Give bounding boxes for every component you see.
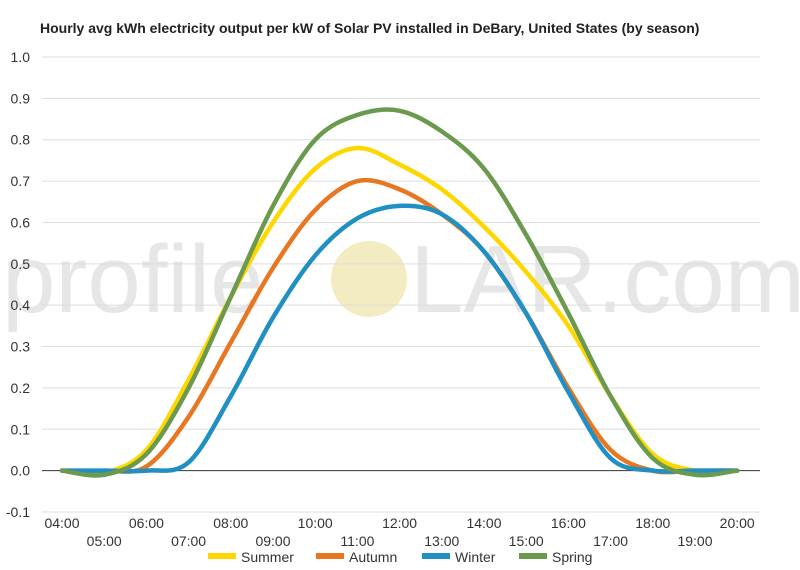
watermark: profile LAR.com — [2, 226, 800, 333]
x-tick-label: 19:00 — [677, 533, 712, 549]
y-tick-label: 1.0 — [11, 49, 31, 65]
x-tick-label: 06:00 — [129, 515, 164, 531]
y-axis: -0.1 0.0 0.1 0.2 0.3 0.4 0.5 0.6 0.7 0.8 0.9 1.0 — [6, 49, 30, 520]
x-axis: 04:00 05:00 06:00 07:00 08:00 09:00 10:00 11:00… — [44, 515, 754, 549]
x-tick-label: 13:00 — [424, 533, 459, 549]
y-tick-label: 0.9 — [11, 90, 31, 106]
y-tick-label: 0.1 — [11, 421, 31, 437]
legend-label-autumn[interactable]: Autumn — [349, 549, 397, 565]
y-tick-label: 0.2 — [11, 380, 31, 396]
x-tick-label: 15:00 — [509, 533, 544, 549]
x-tick-label: 09:00 — [255, 533, 290, 549]
x-tick-label: 14:00 — [466, 515, 501, 531]
x-tick-label: 10:00 — [298, 515, 333, 531]
series-lines — [59, 107, 740, 478]
legend-swatch-winter[interactable] — [422, 553, 450, 559]
x-tick-label: 05:00 — [87, 533, 122, 549]
y-tick-label: -0.1 — [6, 504, 30, 520]
watermark-text-right: LAR.com — [410, 226, 800, 333]
watermark-sun-icon — [331, 241, 407, 317]
y-tick-label: 0.7 — [11, 173, 31, 189]
watermark-text-left: profile — [2, 226, 263, 333]
series-line-autumn — [59, 177, 740, 475]
legend-swatch-spring[interactable] — [519, 553, 547, 559]
legend-label-summer[interactable]: Summer — [241, 549, 294, 565]
x-tick-label: 18:00 — [635, 515, 670, 531]
legend[interactable]: Summer Autumn Winter Spring — [208, 549, 592, 565]
series-line-winter — [59, 203, 740, 474]
y-tick-label: 0.3 — [11, 339, 31, 355]
x-tick-label: 07:00 — [171, 533, 206, 549]
y-tick-label: 0.0 — [11, 463, 31, 479]
y-tick-label: 0.8 — [11, 132, 31, 148]
x-tick-label: 16:00 — [551, 515, 586, 531]
x-tick-label: 11:00 — [340, 533, 374, 549]
legend-swatch-summer[interactable] — [208, 553, 236, 559]
x-tick-label: 08:00 — [213, 515, 248, 531]
y-tick-label: 0.5 — [11, 256, 31, 272]
x-tick-label: 20:00 — [720, 515, 755, 531]
x-tick-label: 12:00 — [382, 515, 417, 531]
x-tick-label: 04:00 — [44, 515, 79, 531]
y-tick-label: 0.4 — [11, 297, 31, 313]
series-line-spring — [59, 107, 740, 478]
legend-swatch-autumn[interactable] — [316, 553, 344, 559]
legend-label-winter[interactable]: Winter — [455, 549, 496, 565]
grid — [42, 56, 760, 513]
chart-title: Hourly avg kWh electricity output per kW… — [40, 20, 699, 36]
legend-label-spring[interactable]: Spring — [552, 549, 592, 565]
y-tick-label: 0.6 — [11, 214, 31, 230]
x-tick-label: 17:00 — [593, 533, 628, 549]
